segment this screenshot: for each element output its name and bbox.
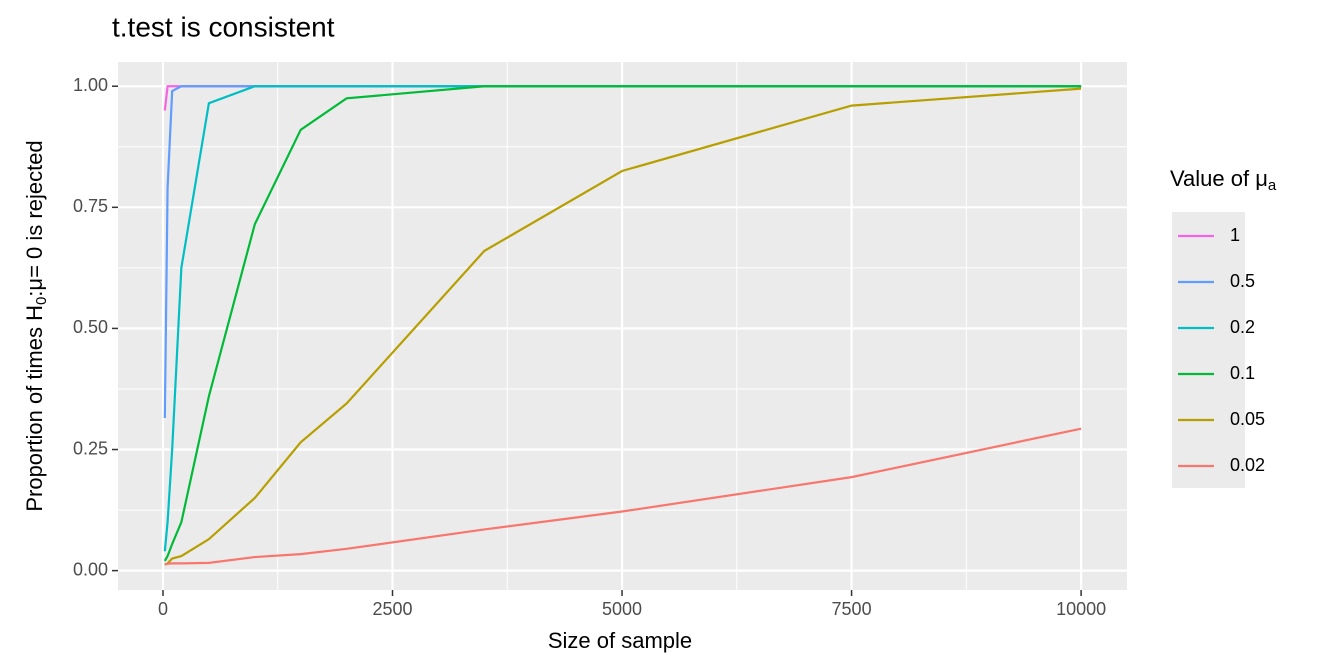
legend-label: 0.1 bbox=[1230, 363, 1255, 383]
y-title-part: Proportion of times H bbox=[22, 305, 47, 512]
x-tick-label: 10000 bbox=[1056, 599, 1106, 619]
y-tick-label: 1.00 bbox=[73, 75, 108, 95]
x-tick-label: 0 bbox=[158, 599, 168, 619]
y-tick-label: 0.75 bbox=[73, 196, 108, 216]
legend-label: 0.5 bbox=[1230, 271, 1255, 291]
y-tick-label: 0.25 bbox=[73, 438, 108, 458]
series-line bbox=[164, 427, 1082, 566]
y-tick-label: 0.00 bbox=[73, 559, 108, 579]
grid bbox=[118, 62, 1127, 590]
y-title-part: :μ= 0 is rejected bbox=[22, 140, 47, 296]
series-line bbox=[164, 87, 1082, 566]
x-axis-title: Size of sample bbox=[548, 628, 692, 653]
legend-label: 0.05 bbox=[1230, 409, 1265, 429]
legend-title-sub: a bbox=[1268, 177, 1277, 194]
chart-title: t.test is consistent bbox=[112, 11, 335, 42]
lines bbox=[163, 85, 1082, 566]
legend: 1 0.5 0.2 0.1 0.05 0.02 bbox=[1172, 212, 1265, 488]
legend-label: 1 bbox=[1230, 225, 1240, 245]
legend-title-part: Value of μ bbox=[1170, 166, 1268, 191]
y-title-sub: 0 bbox=[33, 297, 50, 305]
y-axis-title: Proportion of times H0:μ= 0 is rejected bbox=[22, 140, 50, 511]
legend-key-bg bbox=[1172, 212, 1245, 488]
series-line bbox=[163, 85, 1082, 562]
x-tick-label: 5000 bbox=[602, 599, 642, 619]
y-tick-label: 0.50 bbox=[73, 317, 108, 337]
legend-label: 0.2 bbox=[1230, 317, 1255, 337]
x-tick-label: 7500 bbox=[832, 599, 872, 619]
legend-title: Value of μa bbox=[1170, 166, 1277, 194]
x-tick-label: 2500 bbox=[372, 599, 412, 619]
legend-label: 0.02 bbox=[1230, 455, 1265, 475]
